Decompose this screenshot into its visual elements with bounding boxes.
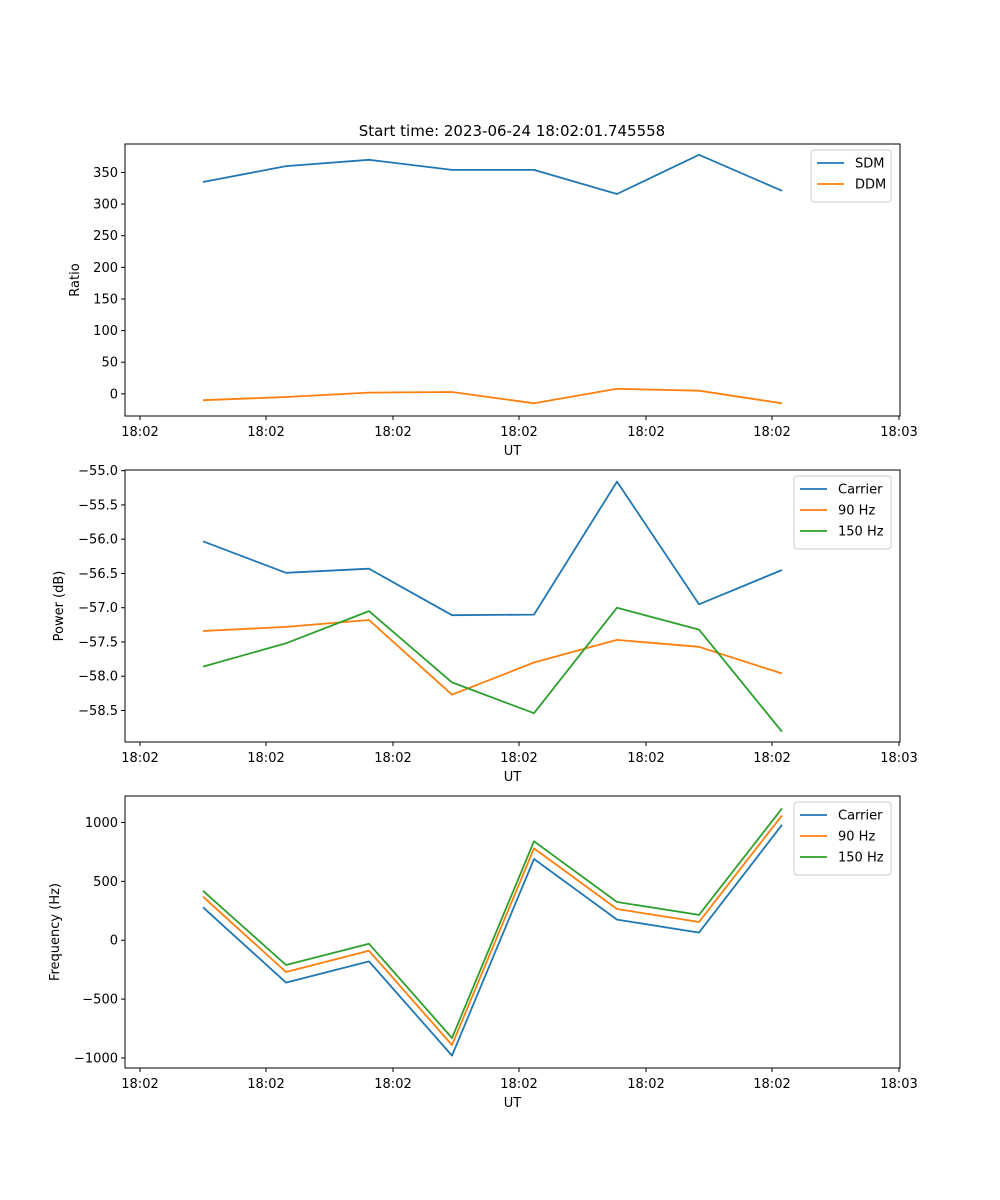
plot-frame bbox=[124, 795, 901, 1069]
x-axis-label: UT bbox=[504, 770, 522, 785]
y-tick-label: −57.0 bbox=[78, 601, 118, 616]
legend-label: Carrier bbox=[838, 809, 883, 824]
legend-label: 90 Hz bbox=[838, 830, 875, 845]
legend-label: DDM bbox=[855, 178, 886, 193]
y-tick-label: 250 bbox=[93, 229, 118, 244]
y-tick-label: −58.5 bbox=[78, 704, 118, 719]
chart-panel-2: 18:02 18:02 18:02 18:02 18:02 18:02 18:03 −58.5… bbox=[52, 464, 918, 785]
legend-label: 90 Hz bbox=[838, 504, 875, 519]
y-tick-label: 100 bbox=[93, 324, 118, 339]
y-axis-label: Power (dB) bbox=[52, 571, 67, 642]
x-tick-label: 18:02 bbox=[374, 425, 411, 440]
chart-panel-1: 18:02 18:02 18:02 18:02 18:02 18:02 18:03 0 50 10… bbox=[68, 143, 918, 459]
x-tick-label: 18:02 bbox=[247, 751, 284, 766]
x-tick-label: 18:02 bbox=[500, 425, 537, 440]
x-tick-label: 18:02 bbox=[753, 751, 790, 766]
x-tick-label: 18:02 bbox=[627, 425, 664, 440]
y-tick-label: −1000 bbox=[74, 1051, 118, 1066]
series-line-sdm bbox=[202, 153, 783, 195]
x-tick-label: 18:02 bbox=[374, 1077, 411, 1092]
chart-panels: 18:02 18:02 18:02 18:02 18:02 18:02 18:03 0 50 10… bbox=[48, 143, 918, 1111]
legend-label: 150 Hz bbox=[838, 525, 884, 540]
plot-frame bbox=[124, 469, 901, 743]
x-tick-label: 18:02 bbox=[247, 425, 284, 440]
x-tick-label: 18:02 bbox=[627, 751, 664, 766]
x-axis-label: UT bbox=[504, 1096, 522, 1111]
x-tick-label: 18:03 bbox=[880, 425, 917, 440]
y-tick-label: 0 bbox=[110, 934, 118, 949]
x-tick-label: 18:03 bbox=[880, 1077, 917, 1092]
series-line-carrier bbox=[202, 824, 783, 1057]
x-tick-label: 18:02 bbox=[500, 1077, 537, 1092]
x-tick-label: 18:02 bbox=[500, 751, 537, 766]
y-tick-label: −55.0 bbox=[78, 464, 118, 479]
plot-frame bbox=[124, 143, 901, 417]
legend-label: 150 Hz bbox=[838, 851, 884, 866]
y-tick-label: 150 bbox=[93, 292, 118, 307]
x-axis-label: UT bbox=[504, 444, 522, 459]
legend-label: SDM bbox=[855, 157, 884, 172]
x-tick-label: 18:02 bbox=[247, 1077, 284, 1092]
series-line-carrier bbox=[202, 480, 783, 617]
y-tick-label: −55.5 bbox=[78, 498, 118, 513]
legend: Carrier 90 Hz 150 Hz bbox=[793, 801, 892, 876]
legend-label: Carrier bbox=[838, 483, 883, 498]
y-tick-label: 50 bbox=[101, 356, 118, 371]
series-line-ddm bbox=[202, 387, 783, 405]
x-tick-label: 18:03 bbox=[880, 751, 917, 766]
x-tick-label: 18:02 bbox=[121, 1077, 158, 1092]
x-tick-label: 18:02 bbox=[121, 425, 158, 440]
series-line-90-hz bbox=[202, 619, 783, 696]
chart-title: Start time: 2023-06-24 18:02:01.745558 bbox=[359, 122, 665, 140]
series-line-150-hz bbox=[202, 807, 783, 1039]
x-tick-label: 18:02 bbox=[121, 751, 158, 766]
y-tick-label: 200 bbox=[93, 261, 118, 276]
y-axis-label: Ratio bbox=[68, 263, 83, 296]
y-tick-label: −500 bbox=[82, 993, 118, 1008]
series-line-90-hz bbox=[202, 814, 783, 1046]
y-tick-label: −58.0 bbox=[78, 670, 118, 685]
legend: SDM DDM bbox=[810, 149, 892, 203]
y-tick-label: 0 bbox=[110, 387, 118, 402]
y-axis-label: Frequency (Hz) bbox=[48, 883, 63, 981]
chart-panel-3: 18:02 18:02 18:02 18:02 18:02 18:02 18:03 −1000… bbox=[48, 795, 918, 1111]
y-tick-label: −56.0 bbox=[78, 533, 118, 548]
series-line-150-hz bbox=[202, 606, 783, 733]
y-tick-label: 300 bbox=[93, 198, 118, 213]
x-tick-label: 18:02 bbox=[627, 1077, 664, 1092]
legend: Carrier 90 Hz 150 Hz bbox=[793, 475, 892, 550]
x-tick-label: 18:02 bbox=[753, 425, 790, 440]
y-tick-label: −56.5 bbox=[78, 567, 118, 582]
y-tick-label: −57.5 bbox=[78, 635, 118, 650]
x-tick-label: 18:02 bbox=[374, 751, 411, 766]
y-tick-label: 500 bbox=[93, 875, 118, 890]
y-tick-label: 350 bbox=[93, 166, 118, 181]
y-tick-label: 1000 bbox=[85, 816, 118, 831]
x-tick-label: 18:02 bbox=[753, 1077, 790, 1092]
